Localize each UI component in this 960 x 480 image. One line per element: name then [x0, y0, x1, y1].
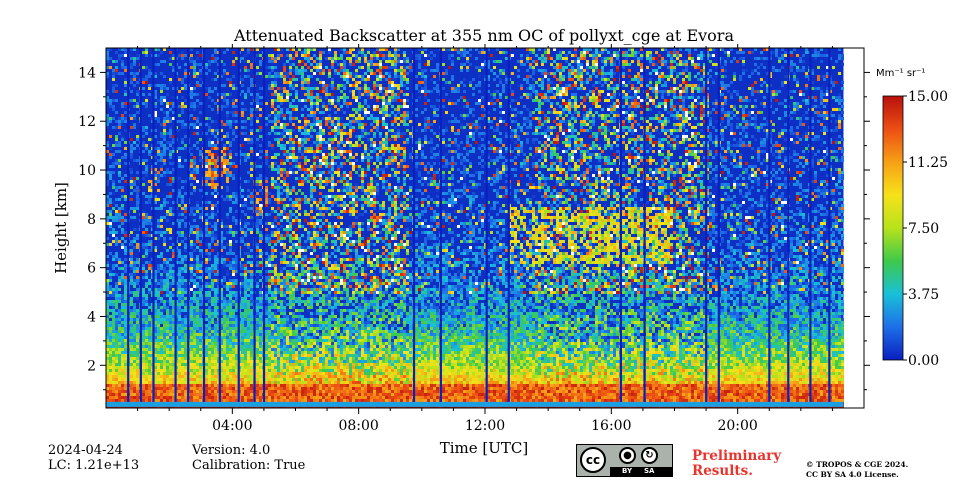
no-data-region: [843, 48, 864, 408]
colorbar-tick-label-2: 7.50: [908, 221, 939, 237]
by-person-icon: ●: [619, 447, 636, 464]
surface-stripe: [106, 401, 844, 407]
x-tick-label-2: 12:00: [465, 418, 505, 434]
copyright-line-1: © TROPOS & CGE 2024.: [806, 460, 909, 469]
cc-by-label: BY: [622, 467, 633, 475]
signal-gap-3: [174, 48, 177, 406]
signal-gap-18: [768, 48, 771, 406]
signal-gap-6: [218, 48, 221, 406]
share-alike-icon: ↻: [641, 447, 658, 464]
cc-icon: cc: [580, 447, 606, 473]
colorbar: [882, 95, 904, 361]
signal-gap-16: [705, 48, 708, 406]
footer-calibration: Calibration: True: [192, 458, 306, 473]
y-tick-label-1: 4: [87, 309, 96, 325]
signal-gap-12: [485, 48, 488, 406]
heatmap-cells: [106, 48, 844, 408]
signal-gap-4: [187, 48, 190, 406]
copyright-note: © TROPOS & CGE 2024. CC BY SA 4.0 Licens…: [806, 460, 908, 480]
signal-gap-2: [152, 48, 155, 406]
signal-gap-21: [828, 48, 831, 406]
y-tick-label-6: 14: [78, 65, 96, 81]
colorbar-ticks: 0.00 3.75 7.50 11.25 15.00: [903, 89, 948, 369]
footer-date: 2024-04-24: [48, 443, 123, 458]
colorbar-tick-label-1: 3.75: [908, 287, 939, 303]
x-tick-label-3: 16:00: [591, 418, 631, 434]
x-axis-label: Time [UTC]: [440, 439, 529, 457]
chart-title: Attenuated Backscatter at 355 nm OC of p…: [233, 26, 734, 45]
signal-gap-14: [619, 48, 623, 406]
footer-lc: LC: 1.21e+13: [48, 458, 140, 473]
colorbar-tick-label-4: 15.00: [908, 89, 948, 105]
footer-version: Version: 4.0: [192, 443, 271, 458]
y-axis-label: Height [km]: [52, 182, 70, 274]
signal-gap-5: [202, 48, 206, 406]
preliminary-note: Preliminary Results.: [692, 449, 781, 479]
cc-license-badge: cc ● ↻ BY SA: [576, 444, 673, 477]
copyright-line-2: CC BY SA 4.0 License.: [806, 470, 899, 479]
signal-gap-19: [787, 48, 790, 406]
signal-gap-15: [643, 48, 646, 406]
signal-gap-8: [253, 48, 256, 406]
preliminary-line-1: Preliminary: [692, 448, 782, 464]
signal-gap-11: [439, 48, 442, 406]
cc-sa-label: SA: [644, 467, 655, 475]
x-tick-label-1: 08:00: [338, 418, 378, 434]
y-tick-label-4: 10: [78, 163, 96, 179]
signal-gap-10: [412, 48, 416, 406]
y-tick-label-0: 2: [87, 358, 96, 374]
y-tick-label-3: 8: [87, 212, 96, 228]
signal-gap-7: [237, 48, 240, 406]
y-tick-label-5: 12: [78, 114, 96, 130]
preliminary-line-2: Results.: [692, 463, 753, 479]
signal-gap-13: [507, 48, 510, 406]
y-tick-label-2: 6: [87, 261, 96, 277]
colorbar-unit-label: Mm⁻¹ sr⁻¹: [876, 68, 925, 79]
signal-gap-20: [809, 48, 812, 406]
signal-gap-9: [262, 48, 266, 406]
signal-gaps: [127, 48, 831, 406]
plot-area: [106, 48, 864, 408]
signal-gap-0: [127, 48, 130, 406]
colorbar-tick-label-0: 0.00: [908, 353, 939, 369]
signal-gap-17: [717, 48, 720, 406]
x-tick-label-0: 04:00: [212, 418, 252, 434]
x-tick-label-4: 20:00: [717, 418, 757, 434]
colorbar-tick-label-3: 11.25: [908, 155, 948, 171]
axes: 04:00 08:00 12:00 16:00 20:00 2 4 6 8 10 12 14: [78, 44, 870, 434]
signal-gap-1: [139, 48, 142, 406]
